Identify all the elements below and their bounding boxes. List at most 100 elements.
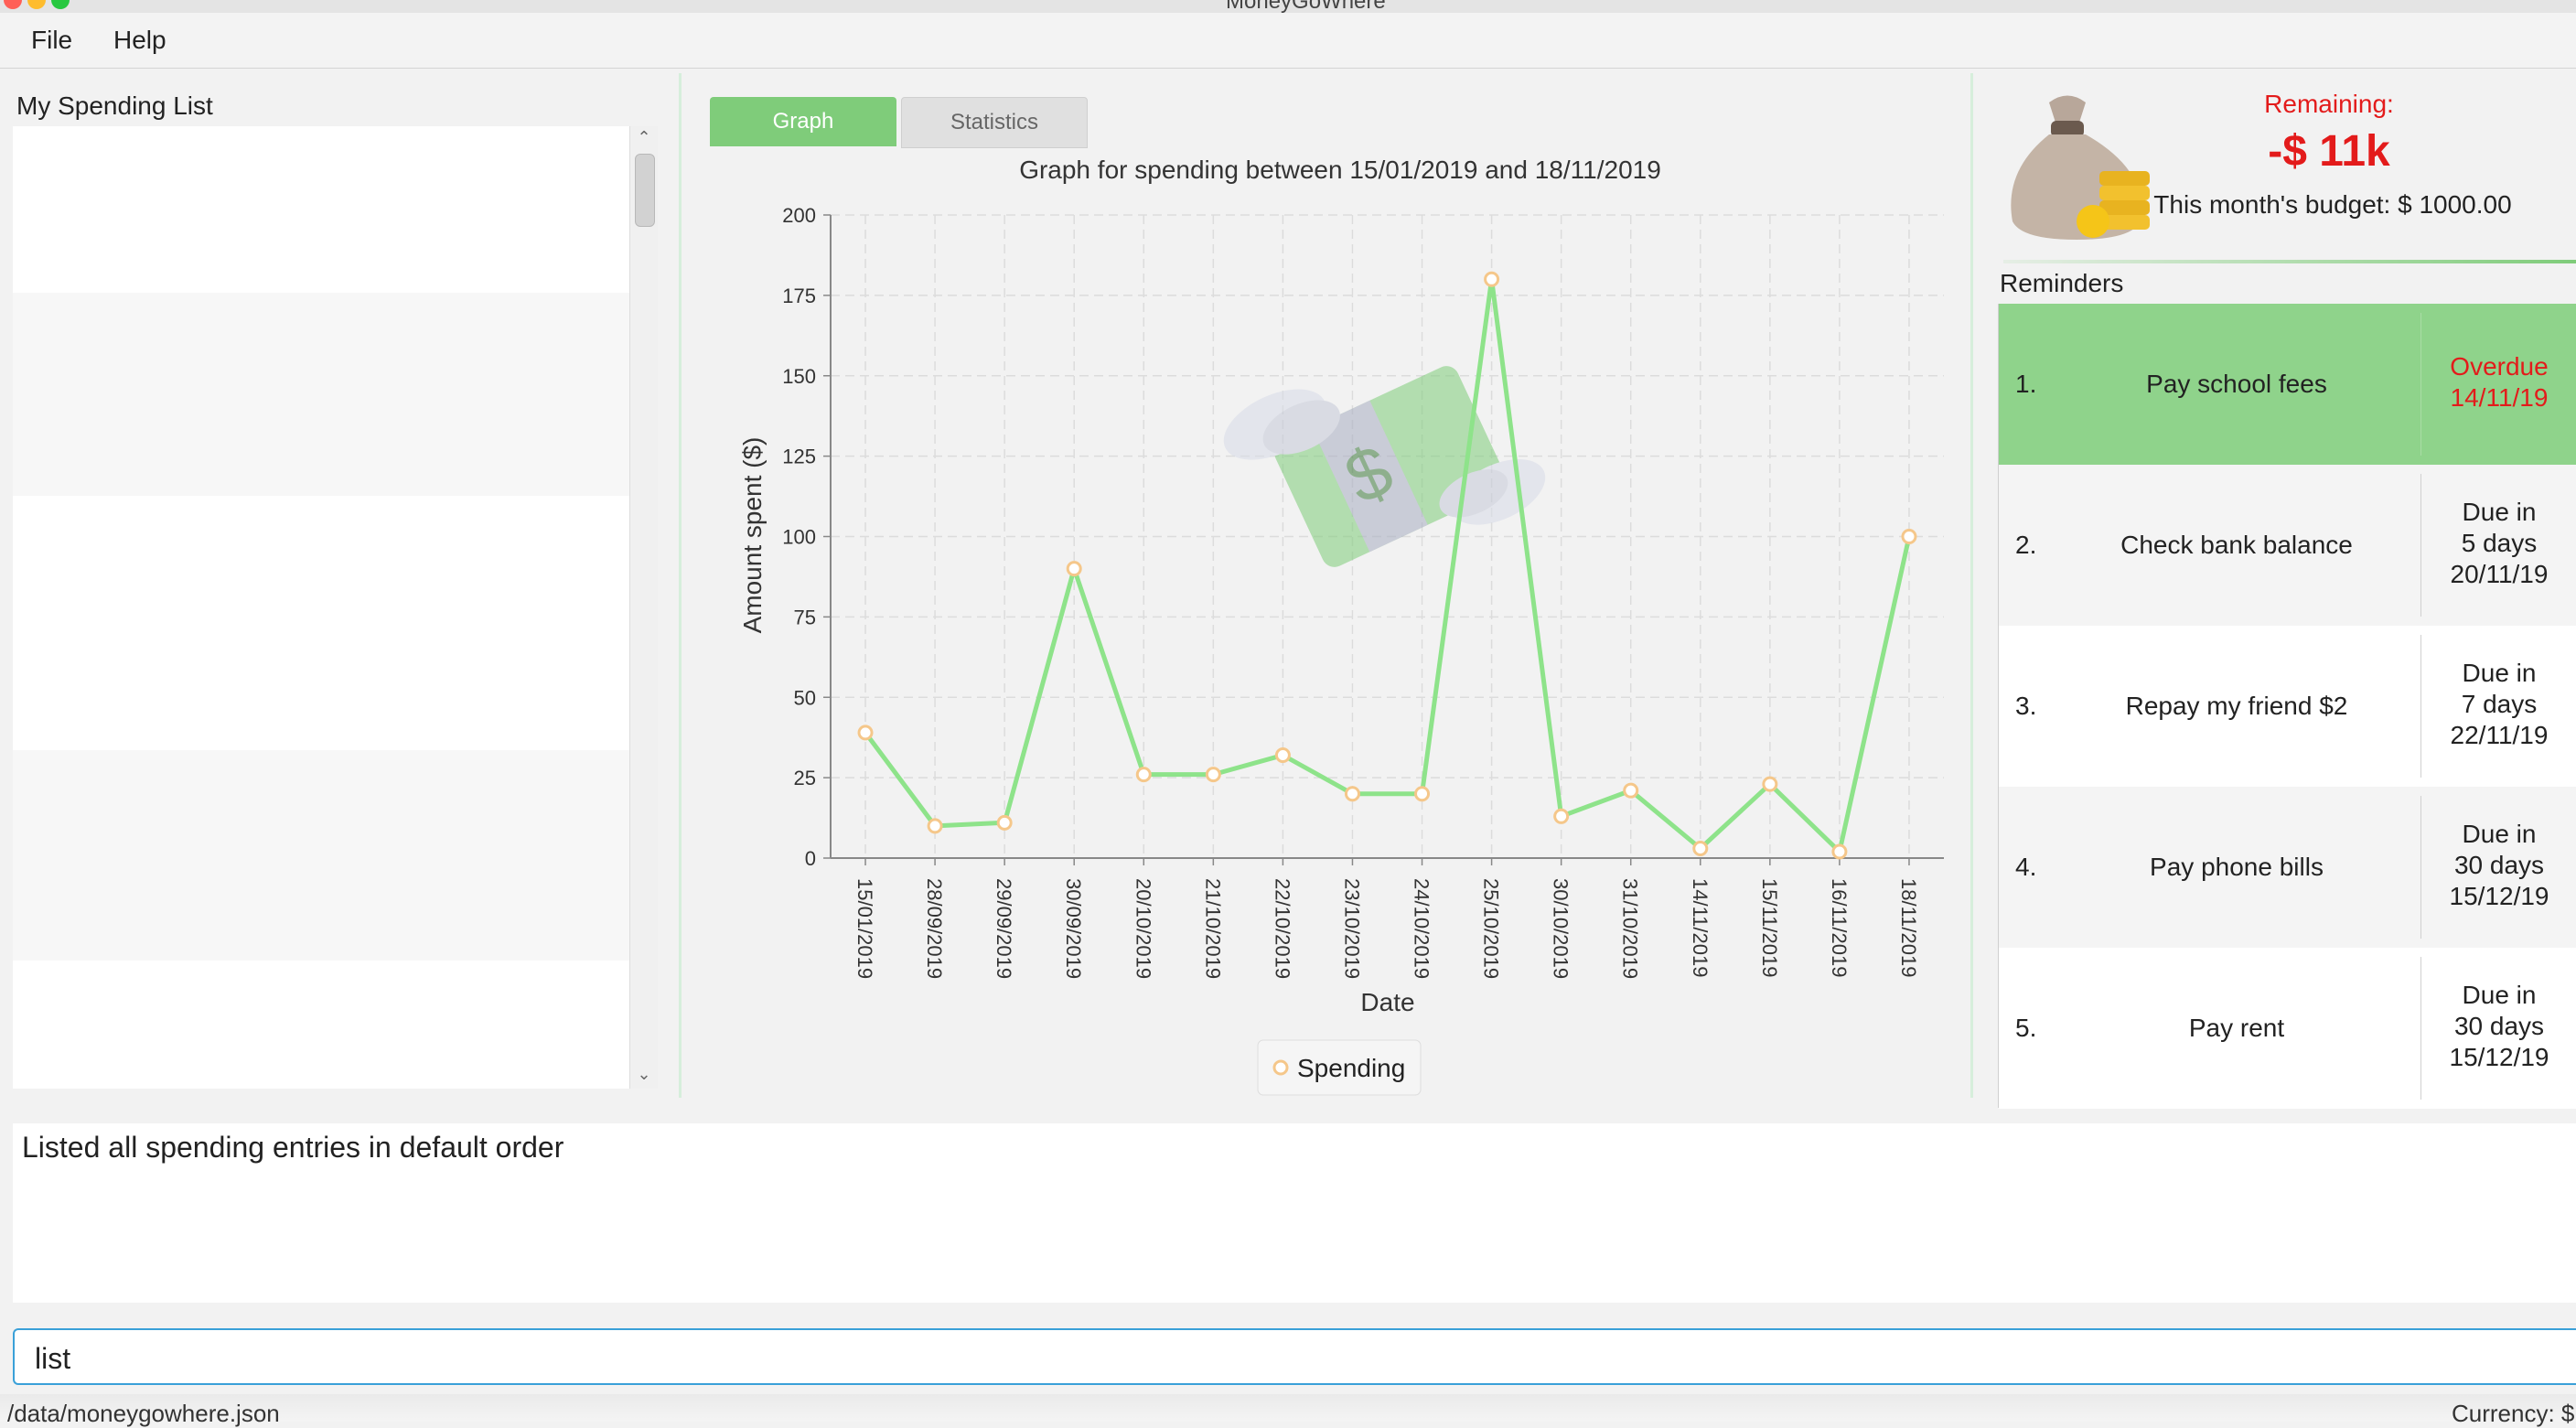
y-tick-label: 125 <box>782 446 816 468</box>
reminder-due-line: 22/11/19 <box>2450 721 2549 749</box>
command-box[interactable] <box>13 1328 2576 1385</box>
reminder-due: Due in 7 days 22/11/19 <box>2421 658 2576 751</box>
y-tick-label: 100 <box>782 526 816 549</box>
data-point <box>1344 786 1360 802</box>
reminder-number: 1. <box>2015 370 2037 398</box>
list-item[interactable] <box>13 293 629 496</box>
result-display <box>13 1123 2576 1303</box>
x-axis-ticks: 15/01/2019 28/09/2019 29/09/2019 30/09/2019… <box>853 858 1920 979</box>
x-tick-label: 30/10/2019 <box>1550 878 1572 979</box>
y-tick-label: 50 <box>794 686 816 709</box>
x-tick-label: 22/10/2019 <box>1271 878 1293 979</box>
spending-list[interactable] <box>13 126 629 1089</box>
reminder-due: Due in 30 days 15/12/19 <box>2421 980 2576 1073</box>
reminder-text: Repay my friend $2 <box>2125 692 2348 720</box>
y-tick-label: 150 <box>782 365 816 388</box>
data-point <box>857 725 874 741</box>
reminder-due: Due in 5 days 20/11/19 <box>2421 497 2576 590</box>
reminder-due-line: 30 days <box>2453 1012 2545 1040</box>
menu-bar: File Help <box>0 13 2576 69</box>
reminder-due-line: 5 days <box>2461 529 2538 557</box>
reminder-row[interactable]: 5. Pay rent Due in 30 days 15/12/19 <box>1999 948 2576 1109</box>
scrollbar-thumb[interactable] <box>635 154 655 227</box>
data-point <box>1484 271 1500 287</box>
reminder-due-line: Due in <box>2462 659 2537 687</box>
data-point <box>1553 808 1570 824</box>
y-axis-label: Amount spent ($) <box>738 437 767 634</box>
scroll-up-arrow-icon[interactable]: ⌃ <box>637 128 651 146</box>
remaining-value: -$ 11k <box>2268 127 2390 176</box>
tab-graph[interactable]: Graph <box>710 97 896 146</box>
x-tick-label: 30/09/2019 <box>1062 878 1085 979</box>
y-tick-label: 0 <box>805 847 816 870</box>
y-tick-label: 200 <box>782 204 816 227</box>
data-point <box>1205 767 1221 783</box>
data-point <box>996 814 1013 831</box>
x-tick-label: 21/10/2019 <box>1201 878 1224 979</box>
y-tick-label: 25 <box>794 767 816 789</box>
reminder-due-line: Overdue <box>2450 352 2549 381</box>
reminder-number: 4. <box>2015 853 2037 881</box>
list-item[interactable] <box>13 496 629 750</box>
reminders-list[interactable]: 1. Pay school fees Overdue 14/11/19 2. C… <box>1998 304 2576 1109</box>
zoom-window-button[interactable] <box>51 0 70 9</box>
data-point <box>1623 782 1639 799</box>
panel-divider <box>1970 73 1973 1098</box>
list-item[interactable] <box>13 750 629 961</box>
data-point <box>1692 840 1709 856</box>
data-point <box>1274 747 1291 764</box>
x-axis-label: Date <box>1360 988 1414 1016</box>
window-title: MoneyGoWhere <box>1226 0 1386 14</box>
scroll-down-arrow-icon[interactable]: ⌄ <box>637 1065 651 1083</box>
y-tick-label: 75 <box>794 606 816 628</box>
budget-divider <box>2003 260 2576 263</box>
reminder-divider <box>2420 635 2421 778</box>
x-tick-label: 23/10/2019 <box>1340 878 1363 979</box>
remaining-label: Remaining: <box>2264 90 2394 118</box>
reminder-due-line: Due in <box>2462 981 2537 1009</box>
reminder-row[interactable]: 4. Pay phone bills Due in 30 days 15/12/… <box>1999 787 2576 948</box>
data-point <box>1135 767 1152 783</box>
reminder-number: 5. <box>2015 1014 2037 1042</box>
chart-series <box>857 271 1917 860</box>
result-message: Listed all spending entries in default o… <box>22 1131 564 1164</box>
x-tick-label: 28/09/2019 <box>923 878 946 979</box>
reminder-row[interactable]: 1. Pay school fees Overdue 14/11/19 <box>1999 304 2576 465</box>
x-tick-label: 16/11/2019 <box>1828 878 1851 977</box>
y-axis-ticks: 0 25 50 75 100 125 150 175 200 <box>782 204 831 870</box>
minimize-window-button[interactable] <box>27 0 46 9</box>
x-tick-label: 31/10/2019 <box>1619 878 1642 979</box>
x-tick-label: 18/11/2019 <box>1897 878 1920 977</box>
panel-divider <box>679 73 682 1098</box>
reminder-text: Pay school fees <box>2146 370 2327 398</box>
tab-statistics[interactable]: Statistics <box>901 97 1088 148</box>
reminder-due-line: Due in <box>2462 820 2537 848</box>
reminder-due-line: 15/12/19 <box>2449 1043 2549 1071</box>
spending-list-scrollbar[interactable]: ⌃ ⌄ <box>629 126 658 1089</box>
spending-line-chart: Graph for spending between 15/01/2019 an… <box>738 156 1944 1096</box>
reminder-divider <box>2420 313 2421 456</box>
reminder-divider <box>2420 796 2421 939</box>
reminder-divider <box>2420 474 2421 617</box>
menu-file[interactable]: File <box>31 26 73 54</box>
close-window-button[interactable] <box>4 0 22 9</box>
x-tick-label: 24/10/2019 <box>1411 878 1433 979</box>
reminder-due-line: 7 days <box>2461 690 2538 718</box>
monthly-budget: This month's budget: $ 1000.00 <box>2153 190 2512 219</box>
command-input[interactable] <box>33 1334 2506 1383</box>
x-tick-label: 14/11/2019 <box>1689 878 1712 977</box>
money-bag-icon <box>2011 95 2150 240</box>
y-tick-label: 175 <box>782 285 816 307</box>
data-point <box>927 818 943 834</box>
legend-label: Spending <box>1297 1054 1405 1082</box>
status-file-path: /data/moneygowhere.json <box>7 1400 280 1427</box>
reminder-row[interactable]: 2. Check bank balance Due in 5 days 20/1… <box>1999 465 2576 626</box>
reminders-title: Reminders <box>2000 269 2124 297</box>
status-bar <box>0 1394 2576 1422</box>
reminder-row[interactable]: 3. Repay my friend $2 Due in 7 days 22/1… <box>1999 626 2576 787</box>
list-item[interactable] <box>13 961 629 1089</box>
menu-help[interactable]: Help <box>113 26 166 54</box>
list-item[interactable] <box>13 126 629 293</box>
reminder-due-line: Due in <box>2462 498 2537 526</box>
flying-money-watermark-icon: $ <box>1223 366 1546 567</box>
